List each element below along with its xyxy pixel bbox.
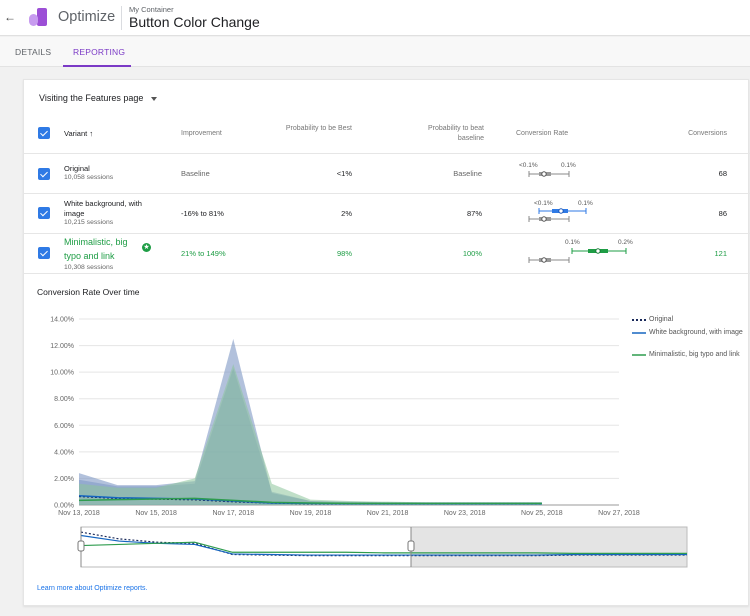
app-title: Optimize xyxy=(58,9,116,25)
conversion-rate-interval xyxy=(528,248,627,263)
x-tick-label: Nov 19, 2018 xyxy=(290,510,332,517)
objective-dropdown[interactable]: Visiting the Features page xyxy=(39,93,158,103)
conversion-rate-interval xyxy=(528,208,587,222)
chart-title: Conversion Rate Over time xyxy=(37,287,140,297)
row-checkbox[interactable] xyxy=(38,168,50,180)
y-tick-label: 0.00% xyxy=(54,503,74,510)
y-tick-label: 10.00% xyxy=(50,370,74,377)
header-variant[interactable]: Variant ↑ xyxy=(64,129,94,138)
navigator-line-3 xyxy=(80,541,687,554)
legend-swatch-white-background xyxy=(632,332,646,334)
series-line-3 xyxy=(78,497,542,505)
header-conversions: Conversions xyxy=(688,130,727,137)
dropdown-caret-icon xyxy=(151,96,158,101)
series-band-3 xyxy=(79,364,542,505)
header-prob-best: Probability to be Best xyxy=(285,125,352,132)
legend-label-white-background: White background, with image xyxy=(649,329,743,336)
x-tick-label: Nov 23, 2018 xyxy=(444,510,486,517)
container-name: My Container xyxy=(129,5,174,14)
conversion-rate-chart: 0.00% 2.00% 4.00% 6.00% 8.00% 10.00% 12.00% 14.… xyxy=(50,317,688,568)
header-divider xyxy=(121,6,122,30)
header-conversion-rate: Conversion Rate xyxy=(516,130,569,137)
y-tick-label: 6.00% xyxy=(54,423,74,430)
tab-reporting[interactable]: REPORTING xyxy=(73,47,126,57)
conversions-value: 121 xyxy=(714,249,727,258)
prob-best-value: <1% xyxy=(336,169,352,178)
improvement-value: Baseline xyxy=(181,169,210,178)
x-tick-label: Nov 21, 2018 xyxy=(367,510,409,517)
ci-high-label: 0.2% xyxy=(618,239,633,246)
legend-swatch-original xyxy=(632,319,646,321)
x-tick-label: Nov 15, 2018 xyxy=(135,510,177,517)
x-tick-label: Nov 25, 2018 xyxy=(521,510,563,517)
prob-beat-value: Baseline xyxy=(453,169,482,178)
prob-beat-value: 100% xyxy=(462,249,482,258)
variant-sessions: 10,308 sessions xyxy=(64,264,114,271)
tab-bar: DETAILS REPORTING xyxy=(0,37,750,67)
series-band-1 xyxy=(79,338,542,505)
conversion-rate-interval xyxy=(528,171,570,177)
legend-label-original: Original xyxy=(649,316,674,323)
objective-label: Visiting the Features page xyxy=(39,93,144,103)
header-prob-beat: Probability to beat baseline xyxy=(427,125,484,142)
legend-label-minimalistic: Minimalistic, big typo and link xyxy=(649,351,740,358)
y-tick-label: 8.00% xyxy=(54,396,74,403)
variant-name: Original xyxy=(64,164,90,173)
improvement-value: 21% to 149% xyxy=(181,249,226,258)
row-divider xyxy=(24,273,750,274)
tab-details[interactable]: DETAILS xyxy=(15,47,52,57)
x-tick-label: Nov 13, 2018 xyxy=(58,510,100,517)
prob-best-value: 98% xyxy=(336,249,352,258)
y-tick-label: 14.00% xyxy=(50,317,74,324)
prob-beat-value: 87% xyxy=(466,209,482,218)
top-app-bar: ← Optimize My Container Button Color Cha… xyxy=(0,0,750,36)
ci-high-label: 0.1% xyxy=(578,200,593,207)
y-tick-label: 4.00% xyxy=(54,449,74,456)
navigator-right-handle[interactable] xyxy=(407,540,415,552)
series-band-2 xyxy=(79,368,542,505)
conversions-value: 86 xyxy=(718,209,727,218)
sort-arrow-icon: ↑ xyxy=(89,129,94,138)
ci-high-label: 0.1% xyxy=(561,162,576,169)
conversions-value: 68 xyxy=(718,169,727,178)
learn-more-link[interactable]: Learn more about Optimize reports. xyxy=(37,585,148,592)
ci-low-label: 0.1% xyxy=(565,239,580,246)
variant-sessions: 10,215 sessions xyxy=(64,219,114,226)
optimize-logo-icon xyxy=(29,8,47,26)
report-card: Visiting the Features page Variant ↑ Imp… xyxy=(23,79,750,606)
y-tick-label: 2.00% xyxy=(54,476,74,483)
improvement-value: -16% to 81% xyxy=(181,209,224,218)
select-all-checkbox[interactable] xyxy=(38,127,50,139)
ci-low-label: <0.1% xyxy=(519,162,538,169)
x-tick-label: Nov 17, 2018 xyxy=(212,510,254,517)
navigator-left-handle[interactable] xyxy=(77,540,85,552)
row-divider xyxy=(24,153,750,154)
navigator-line-2 xyxy=(80,534,687,556)
legend-swatch-minimalistic xyxy=(632,354,646,356)
row-divider xyxy=(24,193,750,194)
row-checkbox[interactable] xyxy=(38,207,50,219)
prob-best-value: 2% xyxy=(341,209,352,218)
ci-low-label: <0.1% xyxy=(534,200,553,207)
y-tick-label: 12.00% xyxy=(50,343,74,350)
active-tab-indicator xyxy=(63,65,131,67)
row-checkbox[interactable] xyxy=(38,247,50,259)
x-tick-label: Nov 27, 2018 xyxy=(598,510,640,517)
winner-star-icon: ★ xyxy=(142,243,151,252)
variant-sessions: 10,058 sessions xyxy=(64,174,114,181)
variant-name: White background, with image xyxy=(64,199,142,218)
experiment-title: Button Color Change xyxy=(129,14,260,30)
navigator-unselected-area xyxy=(411,527,687,567)
row-divider xyxy=(24,233,750,234)
back-arrow-icon[interactable]: ← xyxy=(4,10,16,24)
variant-name: Minimalistic, big typo and link xyxy=(64,237,128,261)
header-improvement: Improvement xyxy=(181,130,222,137)
